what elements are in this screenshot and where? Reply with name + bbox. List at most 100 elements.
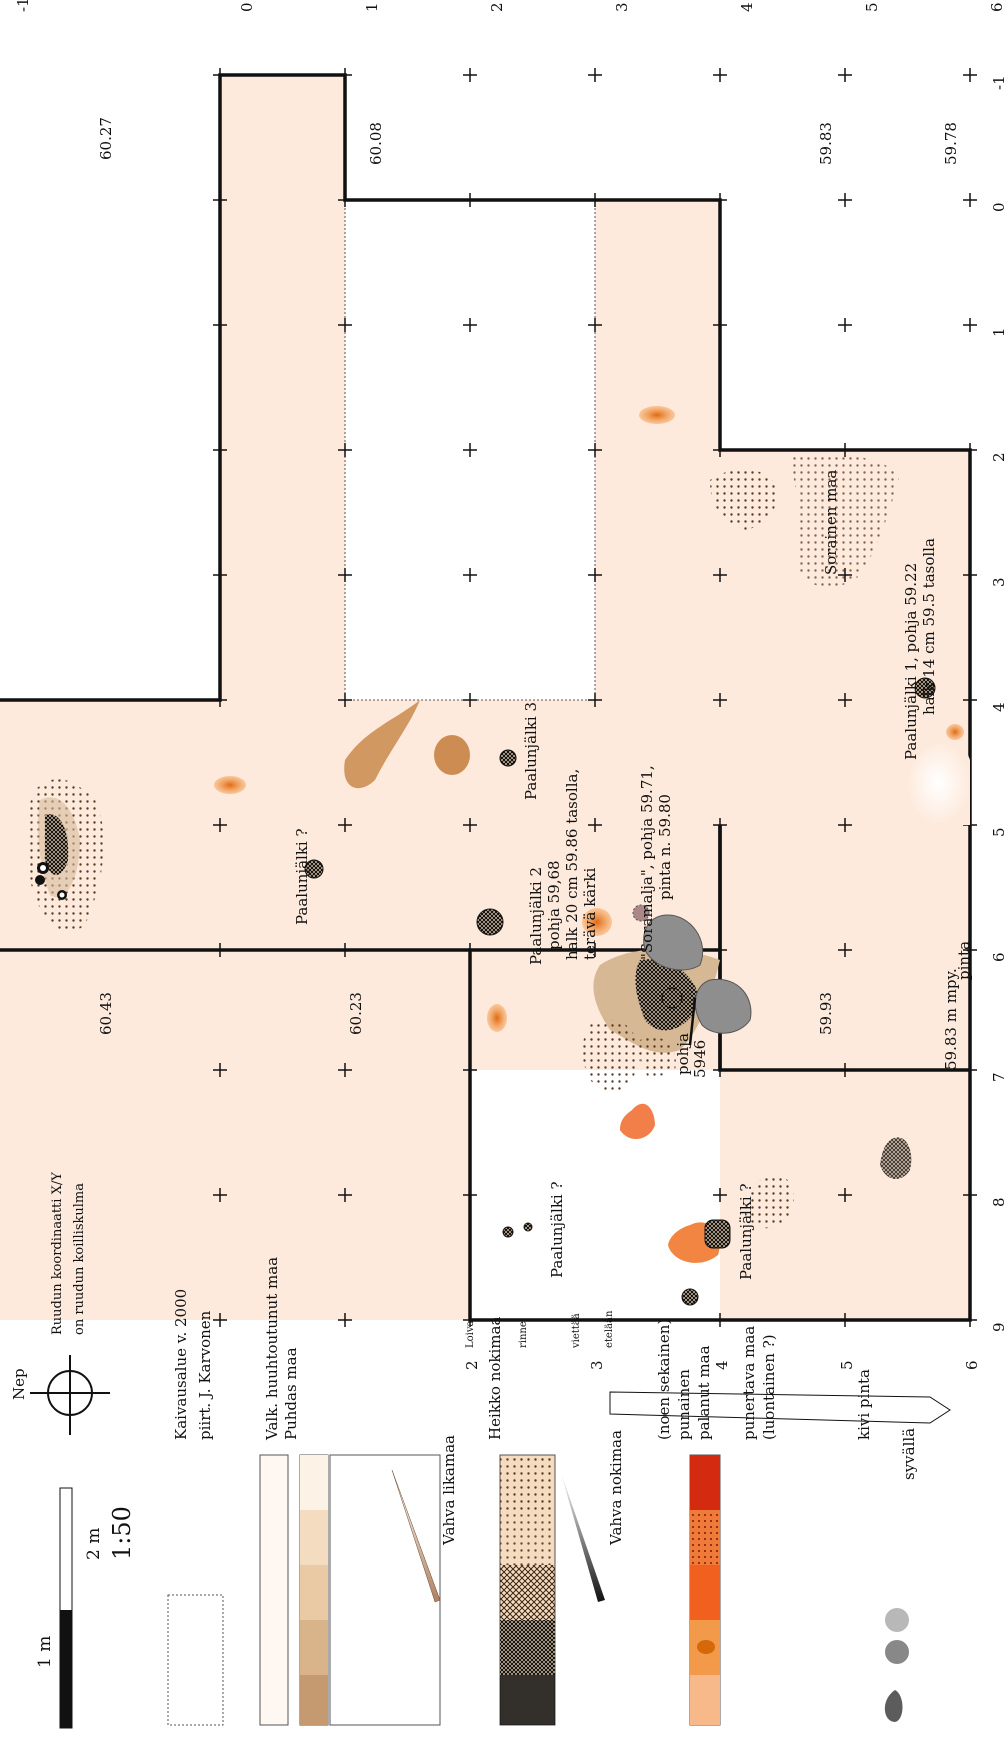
grid-cross xyxy=(338,443,352,457)
area-note: piirt. J. Karvonen xyxy=(196,1310,214,1440)
grid-cross xyxy=(213,1188,227,1202)
legend-label: (luontainen ?) xyxy=(760,1334,778,1440)
axis-label-top: 1 xyxy=(363,2,381,12)
grid-cross xyxy=(463,1063,477,1077)
axis-label-right: 3 xyxy=(990,577,1004,587)
grid-cross xyxy=(713,318,727,332)
grid-cross xyxy=(713,68,727,82)
grid-cross xyxy=(338,193,352,207)
axis-label-right: 5 xyxy=(990,827,1004,837)
grid-cross xyxy=(463,443,477,457)
grid-cross xyxy=(213,68,227,82)
grid-cross xyxy=(713,1063,727,1077)
feature-label: Paalunjälki ? xyxy=(737,1183,755,1280)
axis-label-right: 0 xyxy=(990,202,1004,212)
elevation-label: 59.93 xyxy=(817,992,835,1035)
grid-cross xyxy=(463,818,477,832)
feature-label: Paalunjälki ? xyxy=(293,828,311,925)
scale-label: 2 m xyxy=(84,1527,104,1560)
grid-cross xyxy=(838,1188,852,1202)
axis-label-right: -1 xyxy=(990,75,1004,90)
axis-label-right: 6 xyxy=(990,952,1004,962)
grid-cross xyxy=(463,68,477,82)
grid-cross xyxy=(838,318,852,332)
grid-cross xyxy=(338,1188,352,1202)
grid-cross xyxy=(838,693,852,707)
grid-cross xyxy=(338,568,352,582)
grid-cross xyxy=(838,1313,852,1327)
feature-label: Paalunjälki 3 xyxy=(522,701,540,800)
elevation-label: pinta xyxy=(955,940,973,980)
grid-cross xyxy=(463,318,477,332)
grid-cross xyxy=(338,818,352,832)
grid-cross xyxy=(588,568,602,582)
grid-cross xyxy=(713,943,727,957)
elevation-label: 60.08 xyxy=(367,122,385,165)
grid-cross xyxy=(713,1188,727,1202)
grid-cross xyxy=(213,1063,227,1077)
feature-label: pohja 59,68 xyxy=(545,860,563,950)
grid-cross xyxy=(963,68,977,82)
grid-cross xyxy=(588,193,602,207)
axis-label-right: 9 xyxy=(990,1322,1004,1332)
grid-cross xyxy=(338,1063,352,1077)
grid-cross xyxy=(213,568,227,582)
grid-cross xyxy=(838,943,852,957)
grid-cross xyxy=(588,318,602,332)
legend-label: syvällä xyxy=(900,1427,918,1480)
axis-label-top: 5 xyxy=(863,2,881,12)
coordinate-note: Ruudun koordinaatti X/Y xyxy=(50,1172,65,1335)
axis-label-right: 2 xyxy=(990,452,1004,462)
grid-cross xyxy=(213,818,227,832)
grid-cross xyxy=(463,693,477,707)
feature-label: pinta n. 59.80 xyxy=(656,794,674,900)
grid-cross xyxy=(588,443,602,457)
grid-cross xyxy=(963,193,977,207)
axis-label-left: 6 xyxy=(963,1360,981,1370)
grid-cross xyxy=(338,693,352,707)
grid-cross xyxy=(338,943,352,957)
grid-cross xyxy=(588,68,602,82)
axis-label-right: 4 xyxy=(990,702,1004,712)
elevation-label: 60.43 xyxy=(97,992,115,1035)
axis-label-right: 8 xyxy=(990,1197,1004,1207)
grid-cross xyxy=(713,568,727,582)
grid-cross xyxy=(588,818,602,832)
grid-cross xyxy=(838,193,852,207)
grid-cross xyxy=(963,693,977,707)
feature-label: halk 20 cm 59.86 tasolla, xyxy=(563,768,581,960)
grid-cross xyxy=(713,693,727,707)
grid-cross xyxy=(588,943,602,957)
grid-cross xyxy=(463,568,477,582)
legend-label: kivi pinta xyxy=(855,1369,873,1440)
feature-label: Sorainen maa xyxy=(822,469,840,575)
grid-cross xyxy=(463,193,477,207)
feature-label: Paalunjälki 1, pohja 59.22 xyxy=(902,562,920,760)
grid-cross xyxy=(838,1063,852,1077)
grid-cross xyxy=(963,943,977,957)
grid-cross xyxy=(213,943,227,957)
elevation-label: 60.27 xyxy=(97,117,115,160)
grid-cross xyxy=(713,1313,727,1327)
slope-label: viettää xyxy=(571,1313,582,1348)
grid-cross xyxy=(338,1313,352,1327)
legend-label: punertava maa xyxy=(740,1325,758,1440)
feature-label: terävä kärki xyxy=(581,867,599,960)
axis-label-left: 5 xyxy=(838,1360,856,1370)
axis-label-left: 2 xyxy=(463,1360,481,1370)
grid-cross xyxy=(963,1313,977,1327)
axis-label-top: 4 xyxy=(738,2,756,12)
feature-label: "Soramalja", pohja 59.71, xyxy=(638,765,656,960)
axis-label-right: 7 xyxy=(990,1072,1004,1082)
axis-label-top: -1 xyxy=(14,0,32,12)
feature-label: pohja xyxy=(674,1033,692,1075)
axis-label-top: 3 xyxy=(613,2,631,12)
feature-label: Paalunjälki 2 xyxy=(527,866,545,965)
axis-label-top: 0 xyxy=(238,2,256,12)
grid-cross xyxy=(338,68,352,82)
elevation-label: 59.83 xyxy=(817,122,835,165)
north-label: Nep xyxy=(10,1368,28,1400)
legend-label: Vahva nokimaa xyxy=(607,1430,625,1545)
legend-label: Valk. huuhtoutunut maa xyxy=(263,1256,281,1440)
elevation-label: 59.78 xyxy=(942,122,960,165)
